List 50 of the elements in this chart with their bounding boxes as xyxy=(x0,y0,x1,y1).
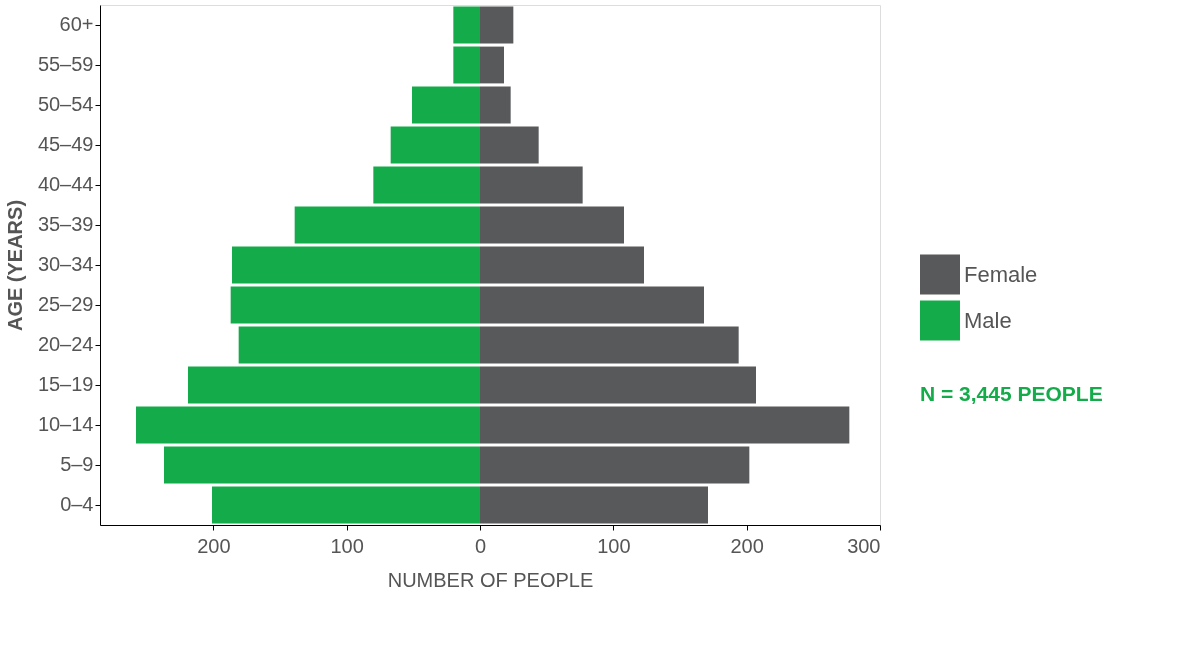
y-tick-label: 10–14 xyxy=(37,413,94,435)
y-tick-label: 35–39 xyxy=(37,213,94,235)
bar xyxy=(480,166,583,204)
bar xyxy=(412,86,480,124)
bar xyxy=(230,286,480,324)
bar xyxy=(480,446,750,484)
bar xyxy=(480,206,624,244)
x-tick-label: 300 xyxy=(847,534,881,557)
bar xyxy=(480,46,504,84)
bar xyxy=(480,6,514,44)
bar xyxy=(164,446,480,484)
bar xyxy=(480,126,539,164)
x-tick-label: 200 xyxy=(730,534,764,557)
bar xyxy=(480,286,704,324)
y-tick-label: 25–29 xyxy=(37,293,94,315)
legend-label: Male xyxy=(964,307,1012,333)
y-tick-label: 0–4 xyxy=(60,493,94,515)
x-tick-label: 200 xyxy=(197,534,231,557)
bar xyxy=(294,206,480,244)
x-tick-label: 100 xyxy=(330,534,364,557)
y-axis-title: AGE (YEARS) xyxy=(3,199,26,332)
bar xyxy=(480,326,739,364)
bar xyxy=(453,46,480,84)
bar xyxy=(480,486,708,524)
y-tick-label: 15–19 xyxy=(37,373,94,395)
y-tick-label: 5–9 xyxy=(60,453,94,475)
bar xyxy=(453,6,480,44)
bar xyxy=(188,366,480,404)
bar xyxy=(373,166,480,204)
bar xyxy=(480,86,511,124)
bar xyxy=(480,246,644,284)
bar xyxy=(238,326,480,364)
bar xyxy=(390,126,480,164)
y-tick-label: 55–59 xyxy=(37,53,94,75)
text: N = 3,445 PEOPLE xyxy=(920,382,1103,405)
bar xyxy=(480,366,756,404)
y-tick-label: 20–24 xyxy=(37,333,94,355)
bar xyxy=(136,406,480,444)
y-tick-label: 30–34 xyxy=(37,253,94,275)
legend-label: Female xyxy=(964,261,1038,287)
y-tick-label: 50–54 xyxy=(37,93,94,115)
x-axis-title: NUMBER OF PEOPLE xyxy=(387,568,594,591)
bar xyxy=(480,406,850,444)
bar xyxy=(212,486,480,524)
x-tick-label: 0 xyxy=(474,534,487,557)
y-tick-label: 40–44 xyxy=(37,173,94,195)
y-tick-label: 45–49 xyxy=(37,133,94,155)
bar xyxy=(232,246,480,284)
y-tick-label: 60+ xyxy=(59,13,94,35)
x-tick-label: 100 xyxy=(597,534,631,557)
